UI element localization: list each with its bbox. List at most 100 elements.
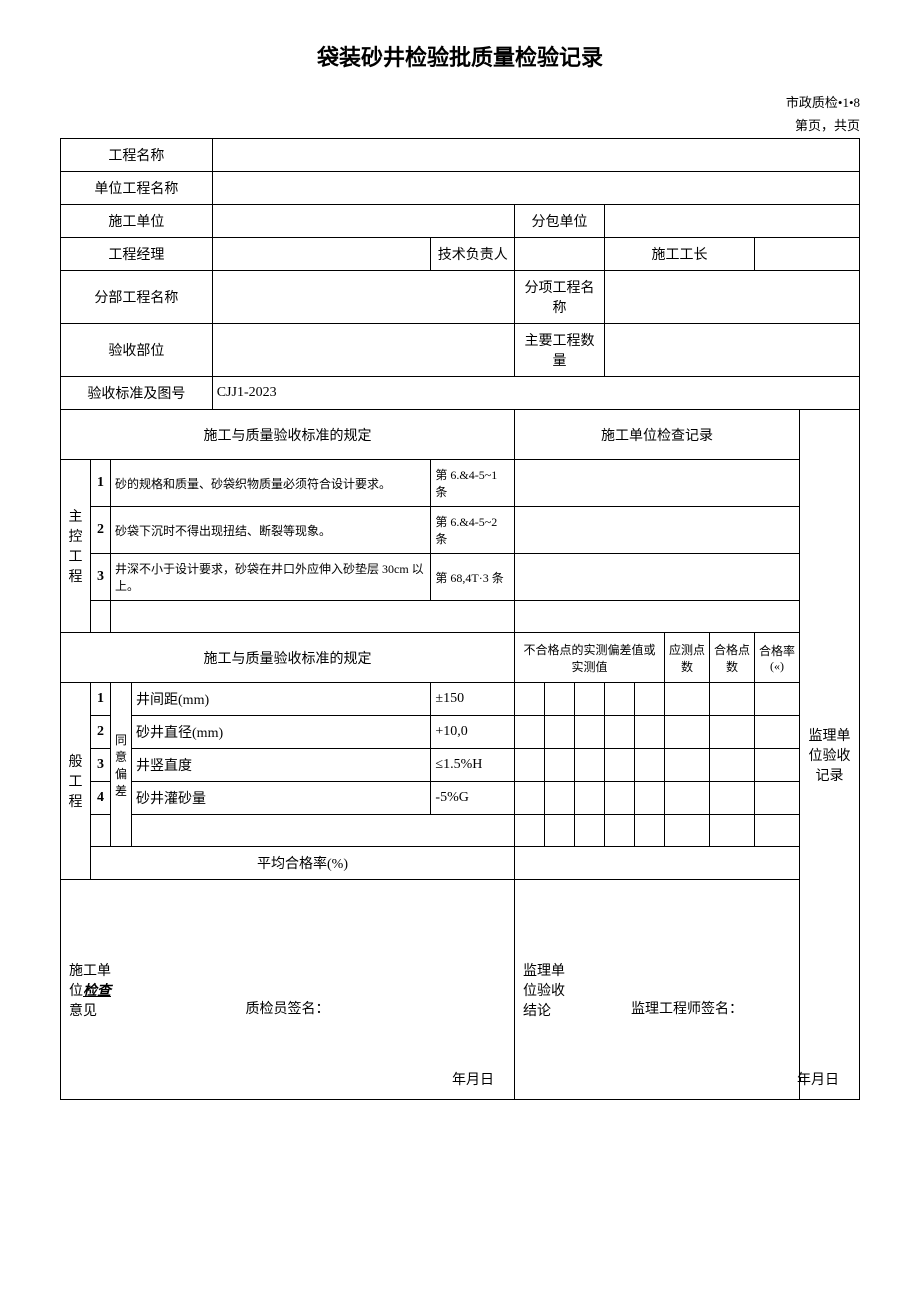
gp-sp-2 [665, 716, 710, 749]
gp-pr-4 [755, 782, 800, 815]
val-std-code: CJJ1-2023 [212, 377, 859, 410]
gp-name-3: 井竖直度 [132, 749, 431, 782]
gp-de-4 [605, 815, 635, 847]
label-deviation: 不合格点的实测偏差值或实测值 [515, 633, 665, 683]
label-std-code: 验收标准及图号 [61, 377, 213, 410]
mc-num-1: 1 [91, 460, 111, 507]
qc-sign-label: 质检员签名： [69, 998, 506, 1018]
gp-d3-2 [545, 749, 575, 782]
label-subitem: 分项工程名称 [515, 271, 605, 324]
header-code: 市政质检•1•8 [60, 92, 860, 111]
gp-d4-2 [545, 782, 575, 815]
construction-opinion-block: 施工单 位检查 意见 质检员签名： 年月日 [61, 880, 515, 1100]
gp-num-1: 1 [91, 683, 111, 716]
gp-val-4: -5%G [431, 782, 515, 815]
label-general-project: 般工程 [61, 683, 91, 880]
val-accept-part [212, 324, 514, 377]
label-should-pts: 应测点数 [665, 633, 710, 683]
gp-val-2: +10,0 [431, 716, 515, 749]
gp-de-1 [515, 815, 545, 847]
gp-sp-4 [665, 782, 710, 815]
gp-pr-2 [755, 716, 800, 749]
label-project-name: 工程名称 [61, 139, 213, 172]
supervisor-date: 年月日 [797, 1069, 839, 1089]
label-main-control: 主控工程 [61, 460, 91, 633]
mc-ref-1: 第 6.&4-5~1 条 [431, 460, 515, 507]
label-std-rule-2: 施工与质量验收标准的规定 [61, 633, 515, 683]
gp-name-4: 砂井灌砂量 [132, 782, 431, 815]
gp-d2-4 [605, 716, 635, 749]
mc-ref-3: 第 68,4T·3 条 [431, 554, 515, 601]
gp-d1-1 [515, 683, 545, 716]
label-subcontractor: 分包单位 [515, 205, 605, 238]
gp-d4-4 [605, 782, 635, 815]
gp-d3-1 [515, 749, 545, 782]
val-unit-project [212, 172, 859, 205]
gp-d3-5 [635, 749, 665, 782]
gp-pp-3 [710, 749, 755, 782]
gp-d4-3 [575, 782, 605, 815]
gp-d3-4 [605, 749, 635, 782]
gp-name-1: 井间距(mm) [132, 683, 431, 716]
val-subcontractor [605, 205, 860, 238]
co-line2b: 检查 [83, 984, 111, 999]
label-avg-pass: 平均合格率(%) [91, 847, 515, 880]
mc-desc-2: 砂袋下沉时不得出现扭结、断裂等现象。 [111, 507, 431, 554]
gp-d4-1 [515, 782, 545, 815]
co-line3: 意见 [69, 1000, 111, 1020]
gp-d1-4 [605, 683, 635, 716]
page-info: 第页，共页 [60, 115, 860, 134]
gp-de-5 [635, 815, 665, 847]
gp-d3-3 [575, 749, 605, 782]
gp-sp-3 [665, 749, 710, 782]
val-main-qty [605, 324, 860, 377]
sc-line1: 监理单 [523, 960, 565, 980]
gp-d1-3 [575, 683, 605, 716]
gp-d2-1 [515, 716, 545, 749]
mc-rec-3 [515, 554, 800, 601]
gp-num-3: 3 [91, 749, 111, 782]
gp-val-1: ±150 [431, 683, 515, 716]
gp-pr-e [755, 815, 800, 847]
label-main-qty: 主要工程数量 [515, 324, 605, 377]
val-construction-unit [212, 205, 514, 238]
mc-empty-num [91, 601, 111, 633]
gp-d1-2 [545, 683, 575, 716]
qc-date: 年月日 [452, 1069, 494, 1089]
gp-sp-1 [665, 683, 710, 716]
gp-num-4: 4 [91, 782, 111, 815]
val-avg-pass [515, 847, 800, 880]
gp-pp-4 [710, 782, 755, 815]
mc-empty-desc [111, 601, 515, 633]
mc-empty-rec [515, 601, 800, 633]
label-construction-unit: 施工单位 [61, 205, 213, 238]
label-check-record: 施工单位检查记录 [515, 410, 800, 460]
val-subitem [605, 271, 860, 324]
gp-pp-e [710, 815, 755, 847]
gp-val-3: ≤1.5%H [431, 749, 515, 782]
label-unit-project: 单位工程名称 [61, 172, 213, 205]
co-line2a: 位 [69, 984, 83, 999]
gp-empty-num [91, 815, 111, 847]
label-std-rule-1: 施工与质量验收标准的规定 [61, 410, 515, 460]
supervisor-sign-label: 监理工程师签名： [523, 998, 851, 1018]
mc-num-2: 2 [91, 507, 111, 554]
supervise-conclusion-block: 监理单 位验收 结论 监理工程师签名： 年月日 [515, 880, 860, 1100]
gp-sp-e [665, 815, 710, 847]
mc-ref-2: 第 6.&4-5~2 条 [431, 507, 515, 554]
gp-pp-2 [710, 716, 755, 749]
val-subpart [212, 271, 514, 324]
mc-rec-1 [515, 460, 800, 507]
val-project-name [212, 139, 859, 172]
val-tech [515, 238, 605, 271]
gp-de-3 [575, 815, 605, 847]
label-subpart: 分部工程名称 [61, 271, 213, 324]
gp-pp-1 [710, 683, 755, 716]
label-pass-rate: 合格率(«) [755, 633, 800, 683]
gp-pr-1 [755, 683, 800, 716]
gp-d2-2 [545, 716, 575, 749]
label-pass-pts: 合格点数 [710, 633, 755, 683]
label-accept-part: 验收部位 [61, 324, 213, 377]
sc-line2: 位验收 [523, 980, 565, 1000]
gp-empty-name [132, 815, 515, 847]
